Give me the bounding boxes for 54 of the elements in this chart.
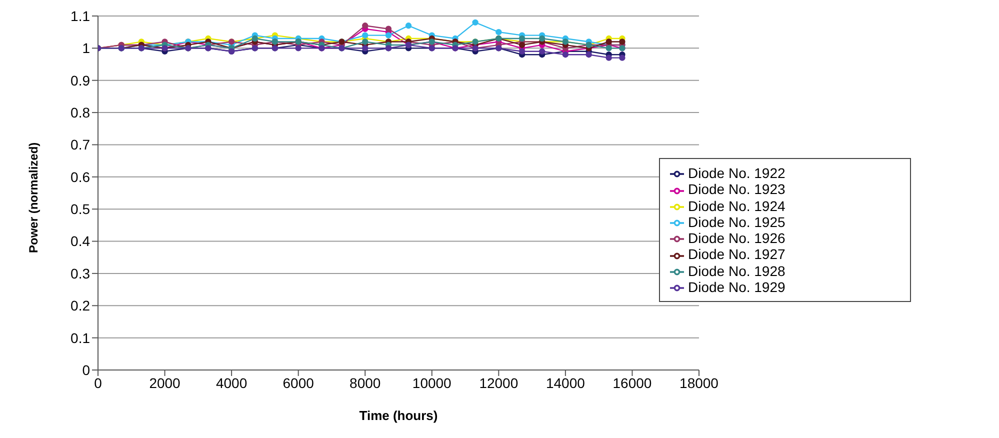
- y-tick-label: 0.2: [70, 298, 90, 314]
- y-tick-label: 0.5: [70, 201, 90, 218]
- x-tick-label: 8000: [350, 374, 381, 391]
- y-tick-label: 0.7: [70, 136, 90, 153]
- y-tick-label: 0.4: [70, 233, 90, 250]
- point: [562, 52, 569, 58]
- point: [496, 28, 502, 36]
- legend-label: Diode No. 1927: [688, 246, 786, 262]
- point: [362, 22, 368, 29]
- point: [362, 45, 368, 52]
- x-tick-label: 4000: [216, 374, 248, 391]
- point: [362, 38, 368, 45]
- point: [518, 35, 526, 42]
- x-tick-label: 10000: [412, 374, 452, 391]
- point: [619, 38, 626, 45]
- point: [295, 45, 302, 52]
- x-tick-label: 16000: [612, 374, 652, 391]
- point: [405, 22, 412, 29]
- point: [538, 48, 546, 54]
- y-tick-label: 0.9: [70, 72, 90, 88]
- y-tick-label: 0.8: [70, 104, 90, 121]
- y-tick-label: 0.3: [70, 265, 90, 282]
- point: [619, 54, 626, 61]
- x-tick-label: 0: [94, 374, 102, 391]
- legend-label: Diode No. 1923: [688, 181, 786, 198]
- legend-label: Diode No. 1924: [688, 198, 786, 214]
- legend-label: Diode No. 1925: [688, 214, 786, 230]
- point: [606, 45, 612, 52]
- x-axis-title: Time (hours): [359, 408, 438, 423]
- point: [606, 38, 612, 45]
- x-tick-label: 6000: [282, 374, 314, 391]
- point: [518, 42, 526, 48]
- y-tick-label: 0.1: [70, 330, 90, 346]
- x-tick-label: 12000: [479, 374, 518, 391]
- x-tick-label: 18000: [680, 374, 719, 391]
- legend-label: Diode No. 1928: [688, 262, 786, 279]
- y-tick-label: 1.1: [70, 8, 90, 24]
- point: [538, 35, 546, 42]
- point: [518, 48, 526, 54]
- y-tick-label: 0.6: [70, 168, 90, 185]
- point: [586, 52, 592, 58]
- x-tick-label: 2000: [149, 374, 181, 391]
- y-tick-label: 1: [82, 40, 90, 56]
- y-tick-label: 0: [82, 362, 90, 378]
- point: [385, 32, 392, 38]
- point: [362, 32, 368, 38]
- point: [472, 19, 478, 26]
- point: [606, 54, 612, 61]
- legend-label: Diode No. 1926: [688, 230, 786, 246]
- x-tick-label: 14000: [546, 374, 586, 391]
- y-axis-title: Power (normalized): [26, 142, 40, 253]
- legend-label: Diode No. 1922: [688, 165, 786, 181]
- legend-label: Diode No. 1929: [688, 279, 786, 296]
- point: [385, 26, 392, 32]
